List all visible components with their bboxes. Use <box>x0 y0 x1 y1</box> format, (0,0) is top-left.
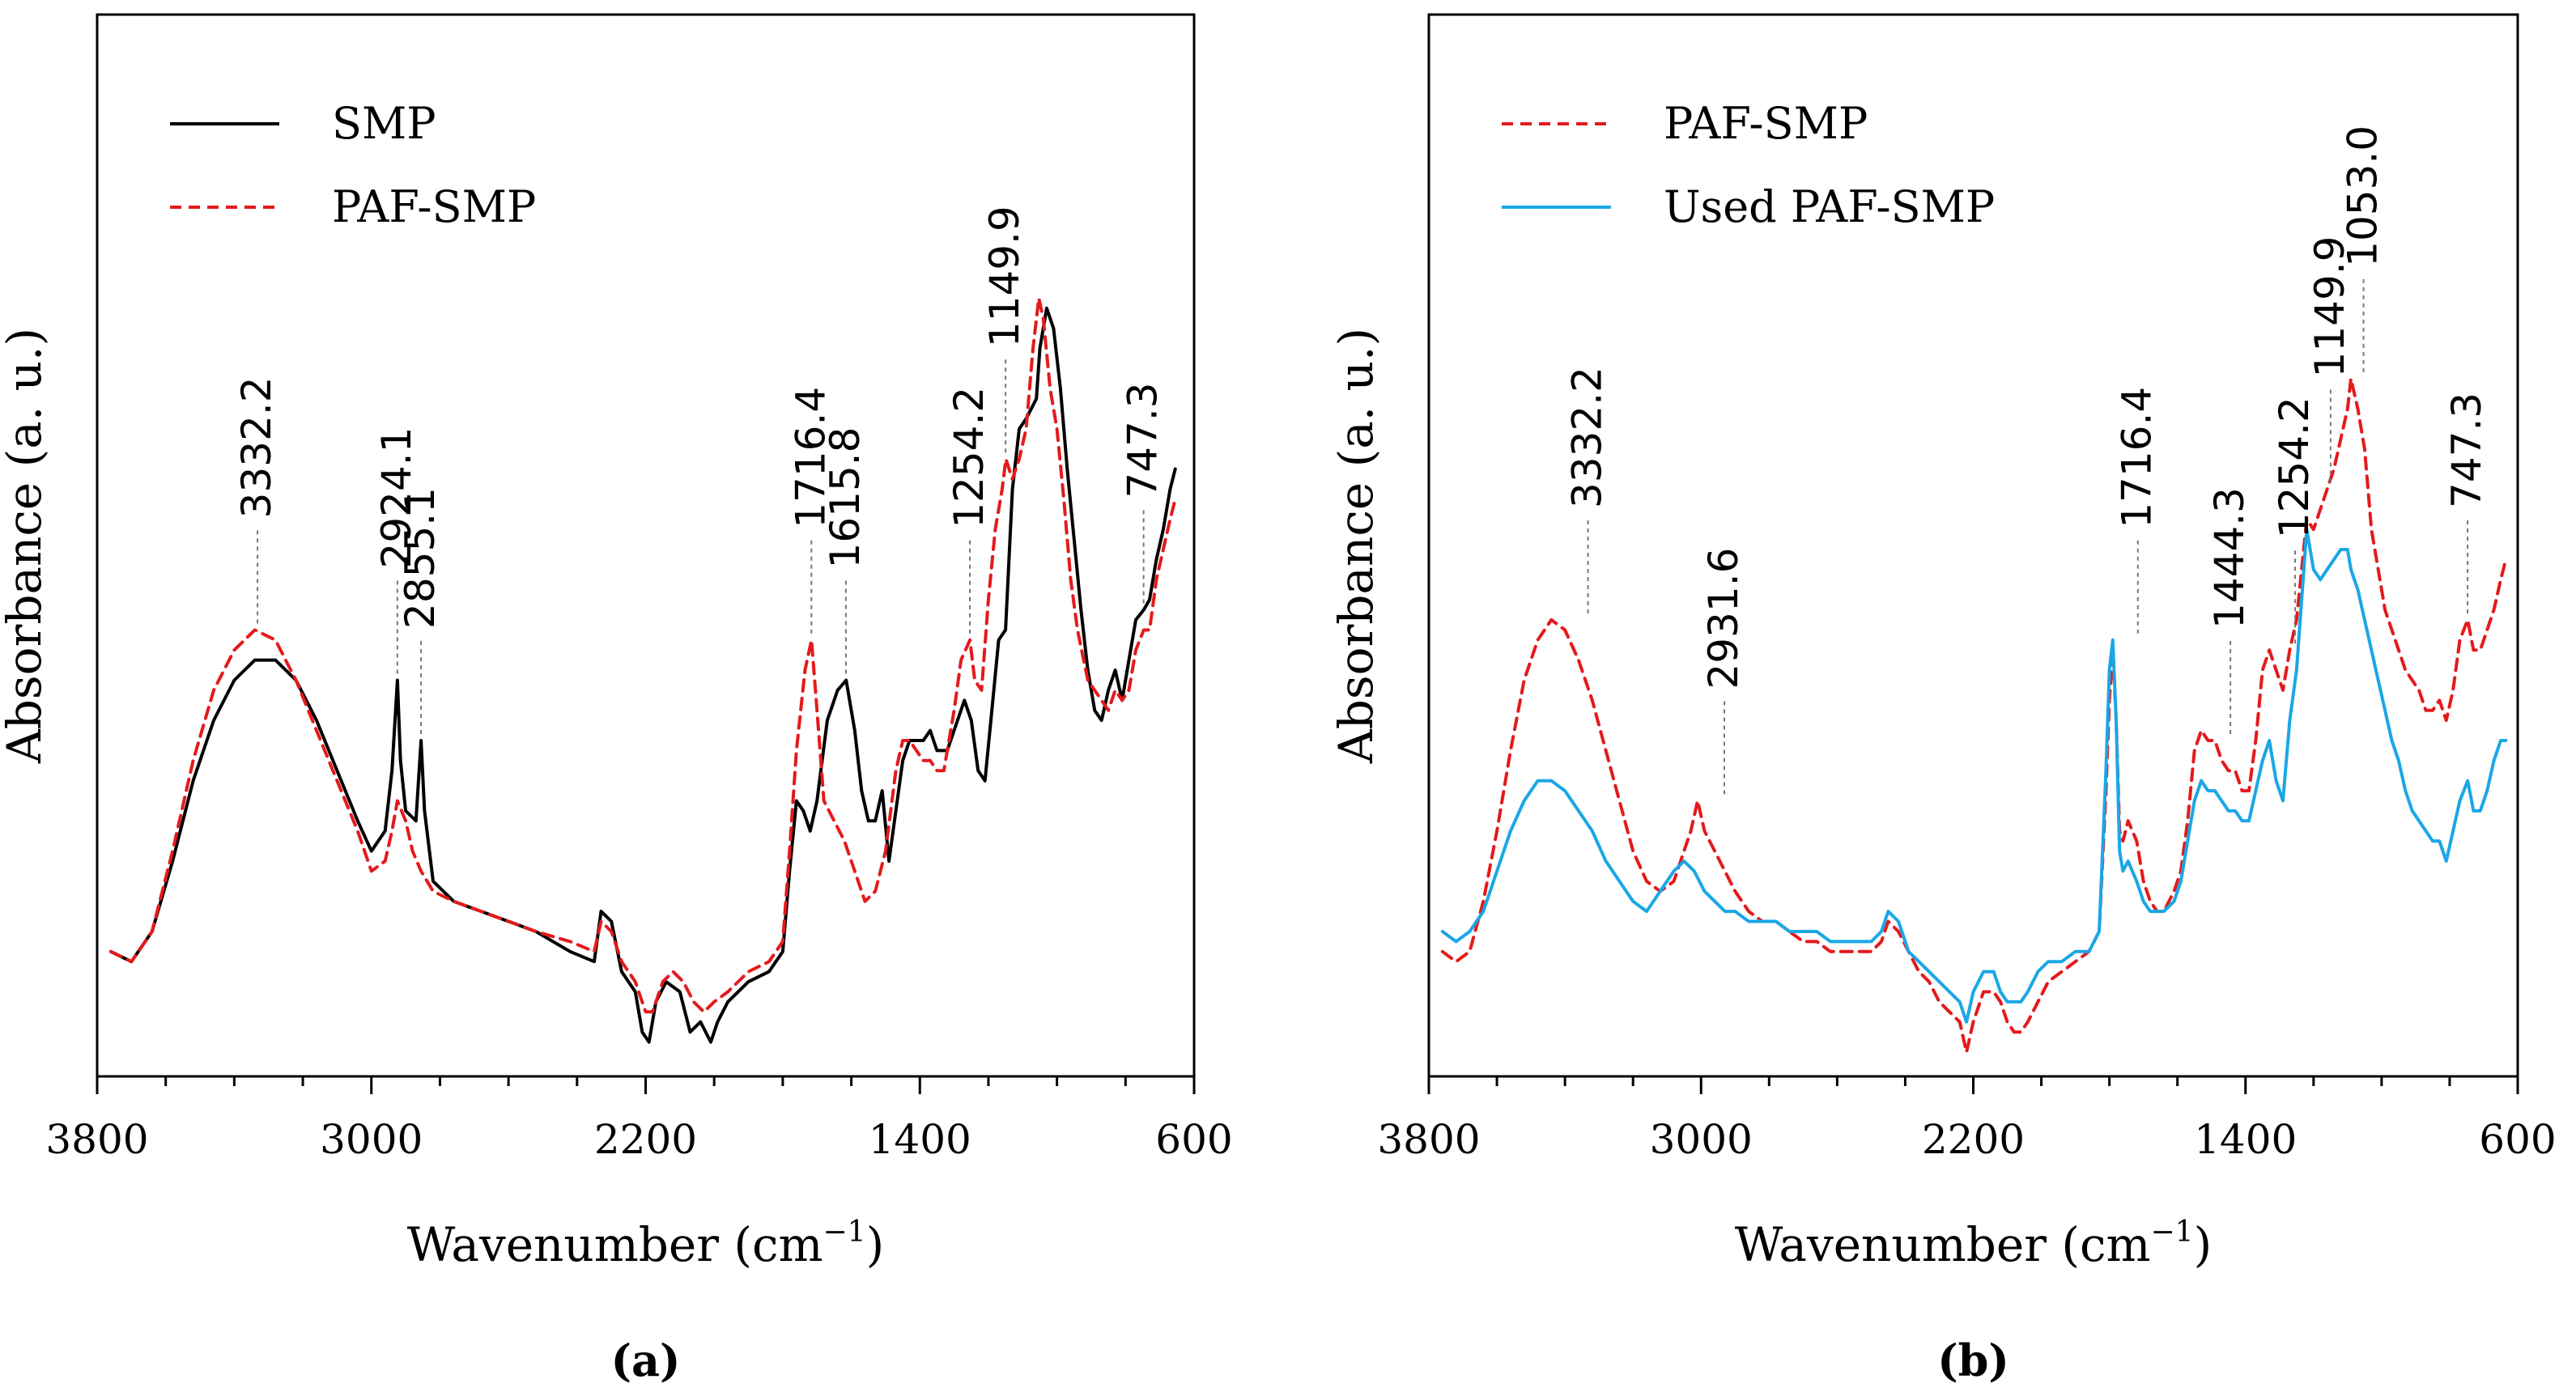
legend-entry: Used PAF-SMP <box>1664 181 1995 232</box>
peak-label: 1615.8 <box>822 427 869 569</box>
legend-entry: PAF-SMP <box>332 181 536 232</box>
peak-label: 747.3 <box>1120 382 1167 498</box>
x-tick-label: 1400 <box>2194 1116 2297 1163</box>
peak-label: 1149.9 <box>981 206 1028 347</box>
x-axis-label: Wavenumber (cm−1) <box>407 1216 884 1272</box>
peak-label: 1716.4 <box>2114 387 2161 528</box>
peak-label: 1444.3 <box>2206 487 2253 629</box>
x-tick-label: 3000 <box>320 1116 423 1163</box>
x-tick-label: 2200 <box>1922 1116 2025 1163</box>
peak-label: 1149.9 <box>2306 236 2353 378</box>
x-tick-label: 3800 <box>45 1116 148 1163</box>
panel-label: (a) <box>610 1335 680 1386</box>
series-line-used-paf-smp <box>1440 528 2508 1024</box>
peak-label: 1053.0 <box>2340 125 2387 267</box>
y-axis-label: Absorbance (a. u.) <box>0 328 52 764</box>
series-line-smp <box>108 306 1177 1044</box>
chart-panel-b: 3800 3000 2200 1400 600 Wavenumber (cm−1) Abso… <box>1328 13 2557 1386</box>
x-axis-label: Wavenumber (cm−1) <box>1735 1216 2212 1272</box>
peak-label: 1254.2 <box>2271 397 2318 538</box>
x-tick-label: 600 <box>2479 1116 2556 1163</box>
peak-label: 2924.1 <box>373 427 420 569</box>
chart-panel-a: 3800 3000 2200 1400 600 Wavenumber (cm−1) Abso… <box>0 13 1233 1386</box>
peak-label: 3332.2 <box>233 376 280 518</box>
y-axis-label: Absorbance (a. u.) <box>1328 328 1384 764</box>
x-tick-label: 3800 <box>1377 1116 1480 1163</box>
x-tick-label: 600 <box>1155 1116 1232 1163</box>
peak-label: 1716.4 <box>787 387 834 528</box>
peak-label: 1254.2 <box>946 387 993 528</box>
x-tick-label: 3000 <box>1650 1116 1753 1163</box>
legend-entry: PAF-SMP <box>1664 98 1868 149</box>
x-tick-label: 2200 <box>594 1116 697 1163</box>
series-line-paf-smp <box>108 296 1177 1014</box>
x-tick-label: 1400 <box>869 1116 971 1163</box>
panel-label: (b) <box>1937 1335 2009 1386</box>
peak-label: 2931.6 <box>1700 548 1747 690</box>
peak-label: 2855.1 <box>397 487 444 629</box>
peak-label: 3332.2 <box>1564 367 1611 508</box>
plot-frame <box>96 13 1196 1078</box>
peak-label: 747.3 <box>2443 393 2490 508</box>
legend-entry: SMP <box>332 98 436 149</box>
